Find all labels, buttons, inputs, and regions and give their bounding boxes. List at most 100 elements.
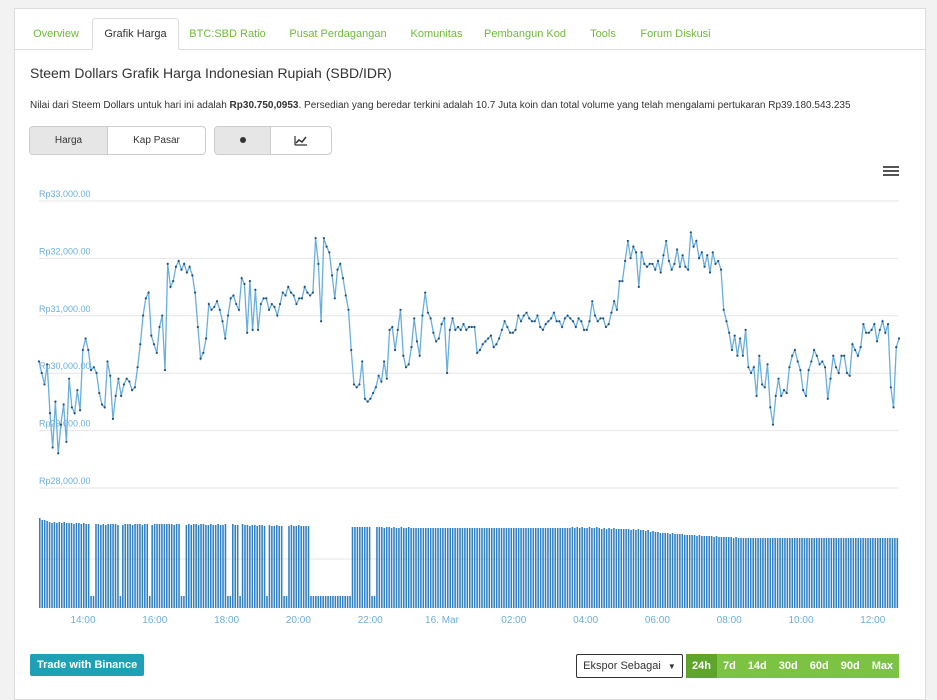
volume-bar xyxy=(290,525,293,608)
volume-bar xyxy=(877,538,879,608)
price-point xyxy=(870,328,873,331)
volume-bar xyxy=(896,538,899,608)
volume-bar xyxy=(261,525,263,608)
price-point xyxy=(109,374,112,377)
volume-bar xyxy=(139,524,141,608)
price-point xyxy=(251,328,254,331)
hamburger-menu-icon[interactable] xyxy=(883,164,899,178)
price-point xyxy=(393,348,397,352)
price-point xyxy=(708,271,712,274)
price-point xyxy=(637,285,640,288)
range-60d-button[interactable]: 60d xyxy=(803,654,835,678)
current-price: Rp30.750,0953 xyxy=(229,100,299,111)
price-point xyxy=(163,368,167,372)
volume-bar xyxy=(476,528,478,608)
price-point xyxy=(287,285,290,288)
volume-bar xyxy=(872,538,874,608)
volume-bar xyxy=(759,538,762,608)
price-point xyxy=(73,412,76,415)
volume-bar xyxy=(129,524,131,608)
volume-bar xyxy=(60,523,63,608)
tab-komunitas[interactable]: Komunitas xyxy=(410,28,463,40)
price-point xyxy=(166,262,169,265)
range-24h-button[interactable]: 24h xyxy=(686,654,717,678)
tab-tools[interactable]: Tools xyxy=(590,28,616,40)
range-14d-button[interactable]: 14d xyxy=(741,654,773,678)
price-point xyxy=(593,314,597,317)
volume-bar xyxy=(383,528,386,608)
price-point xyxy=(711,251,714,254)
volume-bar xyxy=(605,529,608,608)
price-point xyxy=(875,340,879,343)
price-line xyxy=(38,232,900,454)
price-point xyxy=(851,343,854,346)
volume-bar xyxy=(278,526,280,608)
tab-pembangun-kod[interactable]: Pembangun Kod xyxy=(484,28,566,40)
dot-view-button[interactable] xyxy=(215,127,271,154)
volume-bar xyxy=(217,524,219,608)
price-point xyxy=(98,391,101,395)
volume-bar xyxy=(371,596,373,608)
volume-bar xyxy=(100,525,102,608)
volume-bar xyxy=(547,528,549,608)
volume-bar xyxy=(671,533,674,608)
volume-bar xyxy=(295,526,298,608)
volume-bar xyxy=(571,527,574,608)
volume-bar xyxy=(339,596,342,608)
price-point xyxy=(755,394,758,397)
price-point xyxy=(440,323,443,326)
price-point xyxy=(588,320,591,323)
price-point xyxy=(92,366,95,369)
price-point xyxy=(769,406,772,409)
volume-bar xyxy=(625,529,627,608)
volume-bar xyxy=(178,524,180,608)
volume-bar xyxy=(46,521,48,608)
range-90d-button[interactable]: 90d xyxy=(834,654,866,678)
price-point xyxy=(404,366,408,369)
volume-bar xyxy=(561,528,564,608)
volume-bar xyxy=(466,528,469,608)
line-view-button[interactable] xyxy=(271,127,331,154)
kap-pasar-button[interactable]: Kap Pasar xyxy=(133,135,180,146)
price-point xyxy=(667,259,671,263)
price-point xyxy=(81,348,84,352)
price-point xyxy=(873,323,876,326)
range-max-button[interactable]: Max xyxy=(865,654,900,678)
price-point xyxy=(133,386,136,389)
price-point xyxy=(84,337,87,340)
volume-bar xyxy=(669,534,671,608)
export-dropdown[interactable]: Ekspor Sebagai ▼ xyxy=(576,654,683,678)
range-30d-button[interactable]: 30d xyxy=(772,654,804,678)
tab-forum-diskusi[interactable]: Forum Diskusi xyxy=(640,28,711,40)
x-tick-label: 16:00 xyxy=(142,615,167,626)
price-point xyxy=(859,346,862,349)
price-point xyxy=(437,337,440,340)
price-point xyxy=(673,262,676,265)
price-point xyxy=(730,348,734,352)
range-7d-button[interactable]: 7d xyxy=(716,654,742,678)
harga-button[interactable]: Harga xyxy=(30,127,108,154)
x-tick-label: 18:00 xyxy=(214,615,239,626)
volume-bar xyxy=(657,532,659,608)
volume-bar xyxy=(786,538,789,608)
volume-bar xyxy=(447,528,449,608)
tab-overview[interactable]: Overview xyxy=(33,28,79,40)
tab-btc-sbd-ratio[interactable]: BTC:SBD Ratio xyxy=(189,28,266,40)
price-point xyxy=(248,280,251,283)
volume-bar xyxy=(596,527,598,608)
price-point xyxy=(895,346,898,349)
trade-with-binance-button[interactable]: Trade with Binance xyxy=(30,654,145,676)
volume-bar xyxy=(852,538,855,608)
volume-bar xyxy=(395,528,398,608)
volume-bar xyxy=(65,523,68,608)
tab-grafik-harga[interactable]: Grafik Harga xyxy=(92,18,179,50)
volume-bar xyxy=(730,537,732,608)
volume-bar xyxy=(439,528,442,608)
volume-bar xyxy=(510,528,513,608)
price-point xyxy=(884,331,887,334)
price-point xyxy=(492,346,495,349)
price-point xyxy=(120,394,123,397)
price-point xyxy=(481,343,484,346)
price-point xyxy=(300,297,304,300)
tab-pusat-perdagangan[interactable]: Pusat Perdagangan xyxy=(289,28,387,40)
